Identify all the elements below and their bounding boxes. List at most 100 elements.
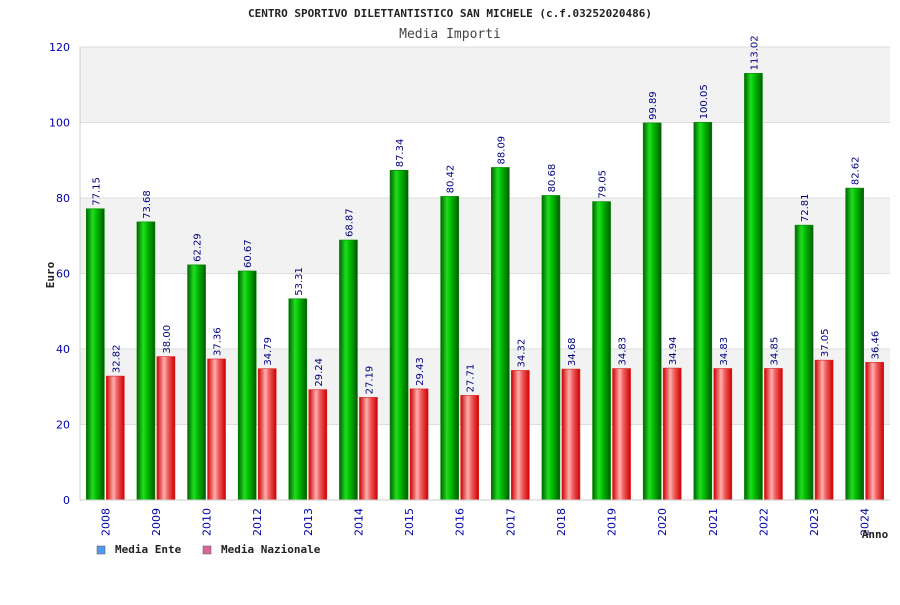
x-axis-label: Anno: [862, 528, 889, 541]
value-label-media-ente-2022: 113.02: [749, 35, 760, 70]
x-tick-label-2014: 2014: [352, 508, 365, 536]
y-tick-label: 20: [56, 419, 70, 432]
y-tick-label: 80: [56, 192, 70, 205]
bar-media-ente-2008: [86, 208, 105, 501]
legend: Media Ente Media Nazionale: [96, 543, 321, 556]
value-label-media-ente-2014: 68.87: [344, 208, 355, 237]
bar-media-nazionale-2022: [764, 368, 783, 501]
bar-media-ente-2015: [389, 169, 409, 501]
value-label-media-ente-2016: 80.42: [446, 165, 457, 194]
value-label-media-nazionale-2024: 36.46: [871, 331, 882, 360]
axes-layer: 0 20 40 60 80 100 120 2008 2009 2010 2012 2013 2014 2…: [49, 41, 890, 536]
x-tick-label-2009: 2009: [150, 508, 163, 536]
value-label-media-nazionale-2022: 34.85: [769, 337, 780, 366]
bar-media-nazionale-2017: [511, 370, 530, 501]
value-label-media-ente-2024: 82.62: [851, 156, 862, 185]
x-tick-label-2022: 2022: [757, 508, 770, 536]
value-label-media-nazionale-2016: 27.71: [466, 364, 477, 393]
bar-media-nazionale-2023: [814, 359, 834, 501]
value-label-media-ente-2010: 62.29: [193, 233, 204, 262]
y-tick-label: 60: [56, 268, 70, 281]
x-tick-label-2013: 2013: [302, 508, 315, 536]
value-label-media-ente-2008: 77.15: [91, 177, 102, 206]
bar-media-ente-2018: [541, 195, 561, 501]
y-tick-label: 40: [56, 343, 70, 356]
bars-layer: [86, 73, 884, 501]
bar-media-nazionale-2021: [713, 368, 733, 501]
bar-media-ente-2012: [237, 270, 257, 501]
bar-media-nazionale-2024: [865, 362, 884, 501]
value-label-media-nazionale-2021: 34.83: [719, 337, 730, 366]
bar-media-ente-2017: [491, 167, 510, 501]
value-label-media-nazionale-2008: 32.82: [111, 344, 122, 373]
bar-media-nazionale-2015: [409, 388, 429, 501]
value-label-media-ente-2017: 88.09: [496, 136, 507, 165]
bar-media-nazionale-2020: [662, 367, 682, 501]
x-tick-label-2008: 2008: [99, 508, 112, 536]
grid-band: [80, 47, 890, 123]
value-label-media-nazionale-2018: 34.68: [567, 337, 578, 366]
bar-media-nazionale-2016: [460, 395, 479, 501]
value-label-media-ente-2018: 80.68: [547, 164, 558, 193]
x-tick-label-2016: 2016: [454, 508, 467, 536]
value-label-media-ente-2019: 79.05: [598, 170, 609, 199]
value-label-media-ente-2009: 73.68: [142, 190, 153, 219]
x-tick-label-2015: 2015: [403, 508, 416, 536]
value-label-media-nazionale-2013: 29.24: [314, 358, 325, 387]
bar-media-ente-2009: [136, 221, 156, 501]
value-label-media-nazionale-2019: 34.83: [618, 337, 629, 366]
legend-label-media-nazionale: Media Nazionale: [221, 543, 321, 556]
bar-media-ente-2010: [187, 264, 206, 501]
x-tick-label-2019: 2019: [606, 508, 619, 536]
bar-media-ente-2023: [794, 224, 814, 501]
bar-media-nazionale-2009: [156, 356, 176, 501]
bar-media-ente-2013: [288, 298, 308, 501]
x-tick-label-2012: 2012: [251, 508, 264, 536]
x-tick-label-2024: 2024: [859, 508, 872, 536]
x-tick-label-2020: 2020: [656, 508, 669, 536]
bar-media-ente-2024: [845, 187, 864, 501]
x-tick-label-2023: 2023: [808, 508, 821, 536]
bar-media-ente-2020: [642, 122, 662, 501]
chart-subtitle: Media Importi: [399, 27, 501, 42]
grid-band: [80, 122, 890, 198]
value-label-media-nazionale-2015: 29.43: [415, 357, 426, 386]
bar-media-ente-2022: [744, 73, 763, 501]
bar-media-nazionale-2008: [106, 375, 125, 501]
value-label-media-ente-2023: 72.81: [800, 194, 811, 223]
y-axis-label: Euro: [44, 261, 57, 288]
value-label-media-nazionale-2009: 38.00: [162, 325, 173, 354]
legend-swatch-media-ente: [96, 545, 106, 555]
bar-media-ente-2014: [339, 239, 358, 501]
legend-swatch-media-nazionale: [202, 545, 212, 555]
bar-media-nazionale-2019: [612, 368, 631, 501]
value-label-media-nazionale-2014: 27.19: [364, 366, 375, 395]
value-label-media-nazionale-2020: 34.94: [668, 336, 679, 365]
bar-media-nazionale-2014: [359, 397, 378, 501]
value-label-media-ente-2013: 53.31: [294, 267, 305, 296]
value-label-media-nazionale-2012: 34.79: [263, 337, 274, 366]
bar-media-ente-2019: [592, 201, 611, 501]
y-tick-label: 120: [49, 41, 70, 54]
legend-label-media-ente: Media Ente: [115, 543, 182, 556]
y-tick-label: 0: [63, 494, 70, 507]
bar-media-nazionale-2012: [257, 368, 277, 501]
bar-media-ente-2016: [440, 196, 459, 501]
x-tick-label-2018: 2018: [555, 508, 568, 536]
value-labels-layer: 77.15 32.82 73.68 38.00 62.29 37.36 60.67 34.79…: [91, 35, 881, 394]
value-label-media-nazionale-2017: 34.32: [516, 339, 527, 368]
value-label-media-ente-2021: 100.05: [699, 84, 710, 119]
value-label-media-ente-2020: 99.89: [648, 91, 659, 120]
value-label-media-ente-2012: 60.67: [243, 239, 254, 268]
bar-media-nazionale-2013: [308, 389, 328, 501]
x-tick-label-2017: 2017: [504, 508, 517, 536]
x-tick-label-2021: 2021: [707, 508, 720, 536]
bar-media-ente-2021: [693, 122, 713, 501]
value-label-media-nazionale-2023: 37.05: [820, 328, 831, 357]
value-label-media-nazionale-2010: 37.36: [213, 327, 224, 356]
y-tick-label: 100: [49, 117, 70, 130]
bar-media-nazionale-2018: [561, 368, 581, 501]
x-tick-label-2010: 2010: [201, 508, 214, 536]
